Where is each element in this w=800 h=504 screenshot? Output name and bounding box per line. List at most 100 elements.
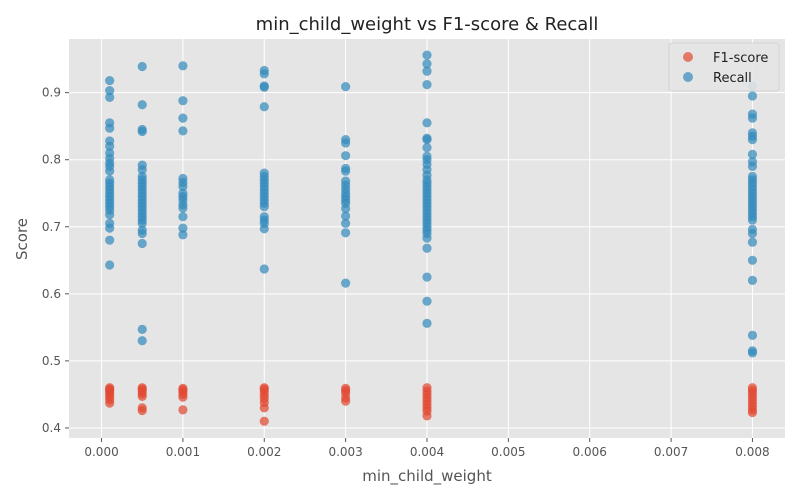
- recall-point: [178, 61, 188, 71]
- y-tick-label: 0.7: [42, 220, 61, 234]
- recall-point: [341, 82, 351, 92]
- recall-point: [747, 228, 758, 239]
- recall-point: [259, 82, 269, 92]
- recall-point: [105, 92, 115, 102]
- recall-point: [422, 296, 432, 306]
- y-axis-label: Score: [13, 218, 31, 260]
- recall-point: [105, 166, 115, 176]
- grid-lines: [69, 39, 785, 438]
- recall-point: [422, 134, 432, 145]
- x-tick-label: 0.004: [410, 445, 444, 459]
- recall-point: [178, 113, 188, 123]
- recall-point: [747, 275, 758, 286]
- recall-point: [259, 69, 269, 79]
- recall-point: [178, 181, 188, 192]
- x-axis-ticks: 0.000 0.001 0.002 0.003 0.004 0.005 0.006 0.007…: [84, 438, 770, 459]
- recall-point: [178, 126, 188, 136]
- f1-score-point: [137, 403, 147, 413]
- recall-point: [105, 223, 115, 233]
- recall-point: [341, 228, 351, 238]
- recall-point: [137, 100, 147, 110]
- f1-score-point: [178, 383, 188, 393]
- recall-point: [105, 210, 115, 220]
- recall-point: [422, 243, 432, 253]
- recall-point: [341, 278, 351, 288]
- recall-point: [137, 228, 147, 239]
- recall-point: [747, 134, 758, 145]
- recall-point: [422, 143, 432, 153]
- recall-point: [105, 86, 115, 96]
- recall-point: [747, 91, 758, 101]
- f1-score-point: [259, 416, 269, 426]
- recall-point: [137, 238, 147, 249]
- recall-point: [422, 318, 432, 328]
- recall-point: [747, 113, 758, 123]
- f1-score-point: [341, 383, 351, 393]
- recall-point: [259, 264, 269, 274]
- recall-point: [105, 123, 115, 133]
- y-tick-label: 0.4: [42, 421, 61, 435]
- recall-point: [105, 235, 115, 245]
- y-axis-ticks: 0.4 0.5 0.6 0.7 0.8 0.9: [42, 86, 69, 435]
- recall-point: [178, 230, 188, 240]
- recall-point: [422, 80, 432, 90]
- x-tick-label: 0.003: [328, 445, 362, 459]
- recall-point: [178, 223, 188, 233]
- recall-point: [747, 161, 758, 172]
- recall-point: [137, 165, 147, 175]
- recall-point: [747, 255, 758, 265]
- f1-score-point: [747, 383, 758, 393]
- recall-point: [137, 324, 147, 334]
- f1-score-point: [259, 383, 269, 393]
- recall-point: [341, 166, 351, 176]
- recall-point: [422, 50, 432, 60]
- recall-point: [137, 126, 147, 137]
- legend-marker-recall: [683, 72, 693, 82]
- recall-point: [178, 203, 188, 213]
- series-recall: [105, 50, 758, 358]
- f1-score-point: [422, 383, 432, 393]
- x-tick-label: 0.007: [654, 445, 688, 459]
- recall-point: [105, 260, 115, 270]
- recall-point: [137, 336, 147, 346]
- recall-point: [422, 272, 432, 282]
- recall-point: [422, 118, 432, 128]
- legend-marker-f1-score: [683, 52, 693, 62]
- recall-point: [341, 218, 351, 229]
- x-axis-label: min_child_weight: [362, 467, 492, 486]
- recall-point: [341, 204, 351, 214]
- x-tick-label: 0.005: [491, 445, 525, 459]
- recall-point: [341, 211, 351, 221]
- f1-score-point: [137, 383, 147, 393]
- legend-label-f1-score: F1-score: [713, 51, 768, 66]
- x-tick-label: 0.001: [166, 445, 200, 459]
- x-tick-label: 0.008: [735, 445, 769, 459]
- f1-score-point: [105, 383, 115, 393]
- legend-box: [668, 42, 780, 92]
- f1-score-point: [178, 405, 188, 415]
- y-tick-label: 0.6: [42, 287, 61, 301]
- series-f1-score: [105, 383, 758, 426]
- recall-point: [178, 96, 188, 106]
- y-tick-label: 0.9: [42, 86, 61, 100]
- recall-point: [105, 75, 115, 86]
- y-tick-label: 0.8: [42, 153, 61, 167]
- recall-point: [341, 138, 351, 148]
- recall-point: [137, 218, 147, 229]
- recall-point: [259, 202, 269, 212]
- legend-label-recall: Recall: [713, 71, 752, 86]
- recall-point: [259, 224, 269, 234]
- recall-point: [422, 59, 432, 69]
- x-tick-label: 0.000: [84, 445, 118, 459]
- recall-point: [422, 233, 432, 243]
- x-tick-label: 0.006: [573, 445, 607, 459]
- recall-point: [259, 102, 269, 112]
- recall-point: [341, 151, 351, 161]
- chart-title: min_child_weight vs F1-score & Recall: [256, 14, 599, 35]
- recall-point: [105, 141, 115, 151]
- recall-point: [178, 212, 188, 222]
- recall-point: [747, 330, 758, 340]
- recall-point: [747, 215, 758, 225]
